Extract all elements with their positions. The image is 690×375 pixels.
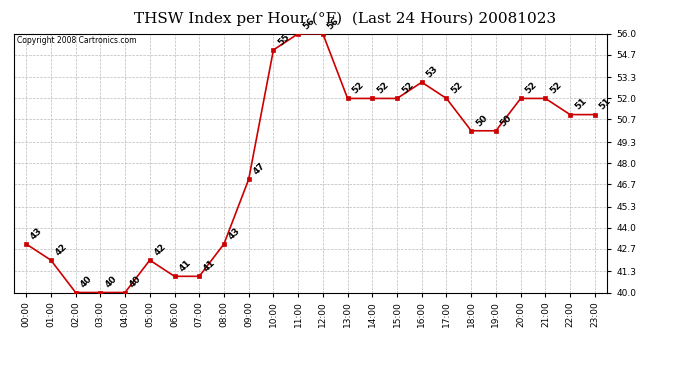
Text: Copyright 2008 Cartronics.com: Copyright 2008 Cartronics.com (17, 36, 136, 45)
Text: 56: 56 (326, 16, 341, 31)
Text: 41: 41 (177, 258, 193, 273)
Text: 41: 41 (202, 258, 217, 273)
Text: 55: 55 (276, 32, 291, 47)
Text: 50: 50 (474, 113, 489, 128)
Text: 51: 51 (598, 97, 613, 112)
Text: 52: 52 (524, 81, 539, 96)
Text: 51: 51 (573, 97, 588, 112)
Text: 52: 52 (375, 81, 391, 96)
Text: 53: 53 (424, 64, 440, 80)
Text: 40: 40 (103, 274, 118, 290)
Text: 42: 42 (152, 242, 168, 257)
Text: 40: 40 (79, 274, 94, 290)
Text: 43: 43 (227, 226, 242, 241)
Text: 50: 50 (499, 113, 514, 128)
Text: 52: 52 (548, 81, 563, 96)
Text: 52: 52 (351, 81, 366, 96)
Text: 42: 42 (54, 242, 69, 257)
Text: 40: 40 (128, 274, 143, 290)
Text: 47: 47 (251, 161, 267, 177)
Text: 52: 52 (449, 81, 464, 96)
Text: THSW Index per Hour (°F)  (Last 24 Hours) 20081023: THSW Index per Hour (°F) (Last 24 Hours)… (134, 11, 556, 26)
Text: 43: 43 (29, 226, 44, 241)
Text: 52: 52 (400, 81, 415, 96)
Text: 56: 56 (301, 16, 316, 31)
